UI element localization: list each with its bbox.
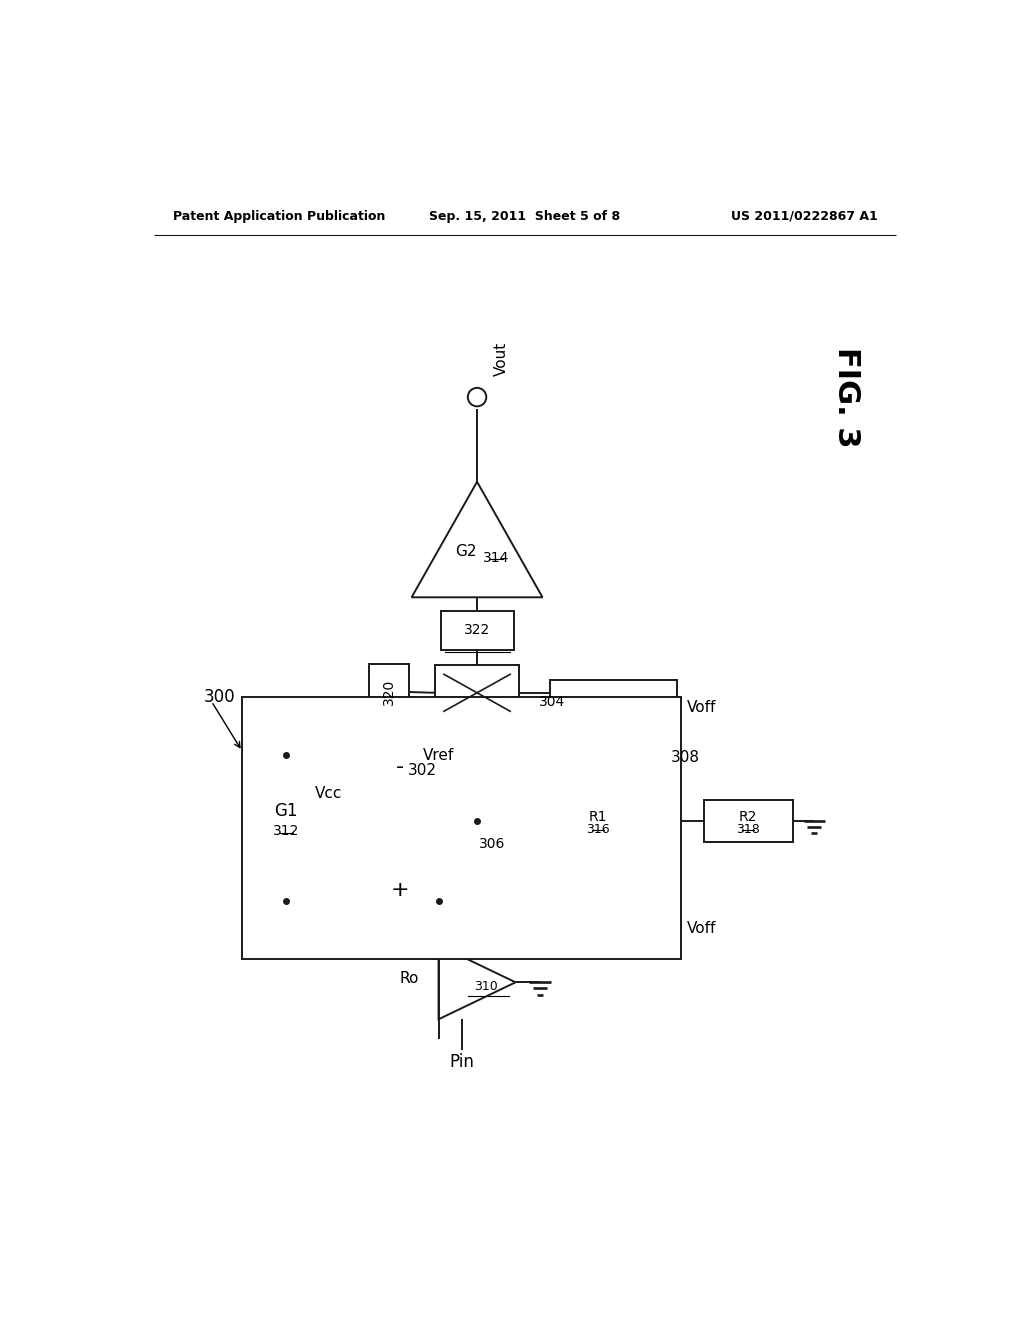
Text: 314: 314 xyxy=(483,552,510,565)
Text: -: - xyxy=(396,756,404,776)
Bar xyxy=(441,611,514,649)
Text: +: + xyxy=(391,880,410,900)
Text: 310: 310 xyxy=(474,979,498,993)
Text: 320: 320 xyxy=(382,678,396,705)
Text: Pin: Pin xyxy=(450,1052,474,1071)
Text: G1: G1 xyxy=(274,803,298,820)
Bar xyxy=(705,800,793,842)
Bar xyxy=(554,800,643,842)
Text: 322: 322 xyxy=(464,623,490,638)
Text: Voff: Voff xyxy=(686,921,716,936)
Text: 302: 302 xyxy=(408,763,437,777)
Text: FIG. 3: FIG. 3 xyxy=(833,347,861,447)
Text: Voff: Voff xyxy=(686,700,716,715)
Bar xyxy=(550,681,677,956)
Text: Patent Application Publication: Patent Application Publication xyxy=(173,210,385,223)
Bar xyxy=(370,664,410,721)
Bar xyxy=(435,665,519,721)
Text: Sep. 15, 2011  Sheet 5 of 8: Sep. 15, 2011 Sheet 5 of 8 xyxy=(429,210,621,223)
Bar xyxy=(243,697,681,960)
Text: R2: R2 xyxy=(739,809,758,824)
Text: Vout: Vout xyxy=(494,342,509,376)
Text: R1: R1 xyxy=(589,809,607,824)
Text: 306: 306 xyxy=(479,837,506,850)
Text: 300: 300 xyxy=(204,689,236,706)
Bar xyxy=(250,771,323,871)
Text: 304: 304 xyxy=(539,696,565,709)
Text: 312: 312 xyxy=(273,825,299,838)
Text: Vcc: Vcc xyxy=(314,787,342,801)
Text: Vref: Vref xyxy=(423,747,454,763)
Text: 316: 316 xyxy=(586,822,609,836)
Text: US 2011/0222867 A1: US 2011/0222867 A1 xyxy=(731,210,878,223)
Text: 308: 308 xyxy=(671,750,699,766)
Text: G2: G2 xyxy=(455,544,476,558)
Text: 318: 318 xyxy=(736,822,760,836)
Text: Ro: Ro xyxy=(400,972,419,986)
